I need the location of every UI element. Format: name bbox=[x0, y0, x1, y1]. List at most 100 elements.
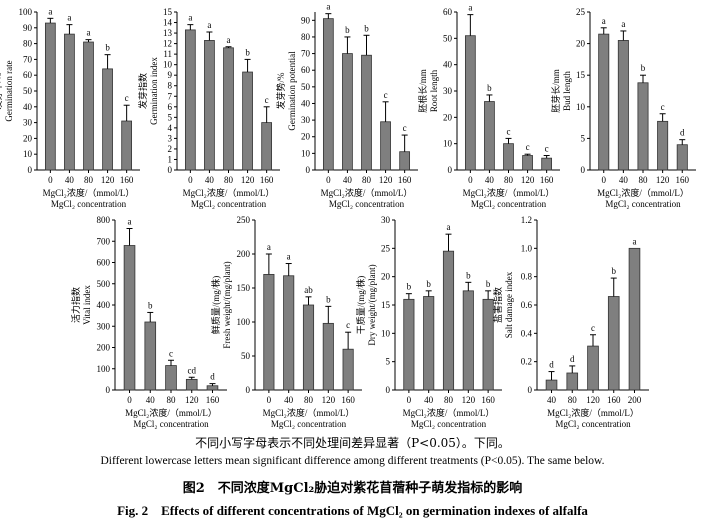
y-tick-label: 10 bbox=[576, 102, 586, 112]
significance-letter: a bbox=[227, 35, 231, 45]
x-tick-label: 160 bbox=[206, 395, 220, 405]
x-axis-label-chinese: MgCl₂浓度/（mmol/L） bbox=[125, 407, 217, 418]
y-axis-label-chinese: 发芽指数 bbox=[137, 73, 148, 109]
bar bbox=[64, 33, 75, 171]
y-tick-label: 300 bbox=[97, 321, 111, 331]
x-tick-label: 40 bbox=[547, 395, 557, 405]
x-axis-label-english: MgCl₂ concentration bbox=[605, 199, 681, 209]
bar bbox=[144, 321, 157, 391]
x-tick-label: 160 bbox=[481, 395, 495, 405]
x-tick-label: 160 bbox=[540, 175, 554, 185]
bar bbox=[44, 22, 56, 171]
x-tick-label: 0 bbox=[326, 175, 331, 185]
bar bbox=[566, 372, 579, 391]
bar bbox=[482, 298, 494, 391]
y-axis-label-chinese: 胚根长/mm bbox=[417, 69, 428, 113]
bar bbox=[283, 275, 295, 391]
y-tick-label: 700 bbox=[97, 236, 111, 246]
significance-letter: c bbox=[661, 102, 665, 112]
y-tick-label: 13 bbox=[163, 28, 173, 38]
x-tick-label: 80 bbox=[639, 175, 649, 185]
y-tick-label: 800 bbox=[97, 215, 111, 225]
y-axis-label-english: Germination rate bbox=[4, 60, 14, 121]
y-tick-label: 50 bbox=[443, 33, 453, 43]
x-tick-label: 120 bbox=[322, 395, 336, 405]
y-tick-label: 60 bbox=[301, 65, 311, 75]
bar bbox=[361, 54, 372, 171]
x-tick-label: 40 bbox=[343, 175, 353, 185]
bar bbox=[263, 273, 275, 391]
x-tick-label: 40 bbox=[485, 175, 495, 185]
y-tick-label: 60 bbox=[443, 7, 453, 17]
y-tick-label: 0.8 bbox=[521, 272, 533, 282]
y-axis-label-chinese: 干质量/(mg/株) bbox=[355, 276, 366, 335]
y-tick-label: 8 bbox=[168, 81, 173, 91]
y-tick-label: 10 bbox=[301, 148, 311, 158]
bar bbox=[522, 155, 533, 171]
x-tick-label: 0 bbox=[468, 175, 473, 185]
y-tick-label: 0 bbox=[168, 165, 173, 175]
significance-letter: c bbox=[507, 126, 511, 136]
y-axis-label-english: Dry weight/(mg/plant) bbox=[367, 264, 377, 345]
bar bbox=[342, 348, 354, 391]
bar bbox=[628, 247, 641, 391]
y-tick-label: 1.0 bbox=[521, 243, 533, 253]
significance-letter: a bbox=[267, 242, 271, 252]
y-tick-label: 11 bbox=[163, 49, 172, 59]
bar bbox=[380, 121, 391, 171]
y-tick-label: 70 bbox=[23, 54, 33, 64]
bar bbox=[598, 33, 610, 171]
x-tick-label: 40 bbox=[284, 395, 294, 405]
x-axis-label-english: MgCl₂ concentration bbox=[555, 419, 631, 429]
y-tick-label: 0 bbox=[528, 385, 533, 395]
x-tick-label: 80 bbox=[304, 395, 314, 405]
bar bbox=[657, 120, 669, 171]
y-tick-label: 100 bbox=[237, 317, 251, 327]
x-tick-label: 0 bbox=[407, 395, 412, 405]
significance-letter: c bbox=[265, 95, 269, 105]
x-tick-label: 200 bbox=[628, 395, 642, 405]
x-axis-label-chinese: MgCl₂浓度/（mmol/L） bbox=[463, 187, 555, 198]
bar bbox=[545, 379, 558, 391]
bar bbox=[184, 29, 196, 171]
significance-letter: a bbox=[468, 3, 472, 13]
significance-letter: b bbox=[364, 23, 369, 33]
bar bbox=[637, 82, 649, 171]
y-tick-label: 0 bbox=[386, 385, 391, 395]
significance-letter: a bbox=[87, 28, 91, 38]
bar bbox=[462, 290, 474, 391]
bar bbox=[322, 18, 334, 171]
x-tick-label: 40 bbox=[424, 395, 434, 405]
bar bbox=[503, 143, 514, 171]
note-english: Different lowercase letters mean signifi… bbox=[100, 455, 605, 467]
bar bbox=[541, 157, 553, 171]
x-axis-label-chinese: MgCl₂浓度/（mmol/L） bbox=[183, 187, 275, 198]
x-axis-label-english: MgCl₂ concentration bbox=[271, 419, 347, 429]
y-tick-label: 12 bbox=[163, 39, 172, 49]
bar bbox=[204, 40, 215, 171]
significance-letter: c bbox=[526, 142, 530, 152]
significance-letter: d bbox=[210, 372, 215, 382]
y-tick-label: 20 bbox=[576, 39, 586, 49]
x-tick-label: 120 bbox=[462, 395, 476, 405]
significance-letter: d bbox=[570, 354, 575, 364]
y-tick-label: 5 bbox=[168, 112, 173, 122]
x-tick-label: 80 bbox=[224, 175, 234, 185]
significance-letter: b bbox=[345, 25, 350, 35]
bar bbox=[185, 378, 198, 391]
x-tick-label: 0 bbox=[48, 175, 53, 185]
x-tick-label: 120 bbox=[101, 175, 115, 185]
y-tick-label: 5 bbox=[386, 357, 391, 367]
bar bbox=[587, 345, 599, 391]
x-tick-label: 40 bbox=[205, 175, 215, 185]
y-axis-label-chinese: 活力指数 bbox=[70, 287, 81, 323]
y-tick-label: 150 bbox=[237, 283, 251, 293]
bar bbox=[399, 151, 411, 171]
y-axis-label-english: Vital index bbox=[82, 285, 92, 325]
x-axis-label-english: MgCl₂ concentration bbox=[191, 199, 267, 209]
significance-letter: b bbox=[245, 47, 250, 57]
y-tick-label: 70 bbox=[301, 49, 311, 59]
x-tick-label: 40 bbox=[65, 175, 75, 185]
y-tick-label: 30 bbox=[443, 86, 453, 96]
x-tick-label: 120 bbox=[379, 175, 393, 185]
